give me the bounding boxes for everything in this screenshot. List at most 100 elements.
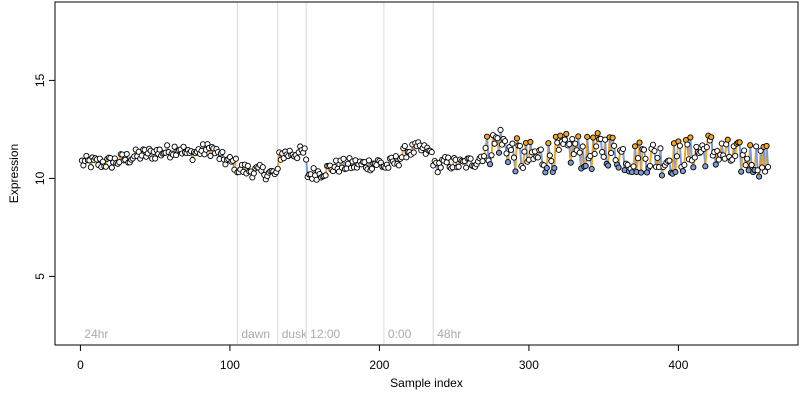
data-point: [232, 155, 239, 162]
data-point: [690, 164, 697, 171]
data-point: [741, 147, 748, 154]
series-segment: [765, 145, 770, 168]
data-point: [673, 153, 680, 160]
data-point: [738, 168, 745, 175]
data-point: [620, 145, 627, 153]
series-segment: [749, 145, 753, 166]
data-point: [736, 139, 743, 146]
data-point: [516, 142, 523, 149]
data-point: [510, 154, 518, 161]
data-point: [434, 169, 441, 176]
data-point: [742, 162, 749, 169]
data-point: [693, 143, 700, 150]
data-point: [521, 148, 528, 155]
data-point: [588, 165, 595, 173]
data-point: [340, 155, 347, 162]
y-axis-label: Expression: [7, 144, 21, 203]
data-point: [748, 161, 755, 169]
data-point: [569, 135, 576, 143]
data-point: [640, 146, 648, 153]
data-point: [555, 146, 562, 153]
x-tick-label: 0: [77, 358, 84, 372]
data-point: [757, 147, 764, 154]
series-segment: [604, 139, 608, 164]
section-label: dusk: [282, 327, 308, 341]
data-point: [566, 141, 573, 148]
data-point: [486, 161, 494, 168]
data-point: [687, 134, 694, 141]
data-point: [684, 141, 691, 148]
data-point: [765, 163, 772, 171]
data-point: [543, 164, 550, 172]
data-point: [219, 148, 226, 156]
x-tick-label: 200: [369, 358, 389, 372]
data-point: [756, 173, 763, 180]
data-point: [557, 132, 564, 139]
data-point: [482, 144, 489, 151]
data-point: [123, 150, 130, 158]
data-point: [759, 164, 766, 171]
data-point: [189, 156, 196, 164]
data-point: [567, 159, 574, 166]
data-point: [666, 157, 673, 164]
data-point: [513, 135, 520, 142]
data-point: [403, 154, 410, 161]
data-point: [646, 162, 654, 169]
data-point: [392, 153, 399, 160]
data-point: [561, 136, 568, 143]
data-point: [368, 165, 375, 172]
y-tick-label: 15: [33, 73, 47, 87]
data-point: [207, 152, 214, 159]
data-point: [572, 140, 579, 147]
series-segment: [640, 149, 644, 173]
data-point: [87, 164, 94, 171]
data-point: [310, 165, 317, 172]
data-point: [303, 156, 310, 163]
data-point: [591, 150, 598, 157]
data-point: [636, 139, 643, 146]
data-point: [335, 168, 343, 175]
section-label: dawn: [241, 327, 270, 341]
data-point: [609, 134, 616, 141]
data-point: [762, 168, 769, 175]
data-point: [428, 149, 435, 156]
data-point: [455, 163, 462, 170]
data-point: [102, 163, 109, 170]
data-point: [747, 142, 754, 149]
data-point: [637, 169, 645, 176]
data-point: [703, 144, 710, 151]
y-tick-label: 5: [33, 273, 47, 280]
data-point: [488, 152, 495, 159]
data-point: [497, 126, 504, 133]
data-point: [611, 142, 618, 149]
data-point: [593, 143, 600, 150]
data-point: [108, 164, 115, 171]
y-axis: 5 10 15: [33, 73, 55, 280]
data-point: [582, 162, 589, 169]
x-tick-label: 400: [668, 358, 688, 372]
data-point: [600, 153, 607, 160]
section-label: 48hr: [437, 327, 461, 341]
data-point: [512, 168, 519, 175]
data-point: [676, 142, 683, 149]
data-point: [681, 161, 688, 168]
series-segment: [581, 146, 586, 167]
data-point: [575, 133, 582, 140]
data-point: [594, 130, 601, 137]
data-point: [534, 154, 541, 161]
series-segment: [689, 137, 693, 161]
data-point: [259, 164, 266, 171]
data-point: [507, 146, 515, 153]
data-point: [605, 162, 612, 169]
data-point: [624, 161, 631, 168]
data-point: [708, 134, 715, 141]
data-point: [608, 149, 615, 157]
data-point: [579, 143, 586, 150]
x-tick-label: 300: [519, 358, 539, 372]
data-point: [537, 146, 544, 153]
data-point: [519, 164, 526, 171]
data-point: [244, 162, 251, 169]
series-segment: [518, 145, 523, 167]
data-point: [691, 154, 698, 161]
